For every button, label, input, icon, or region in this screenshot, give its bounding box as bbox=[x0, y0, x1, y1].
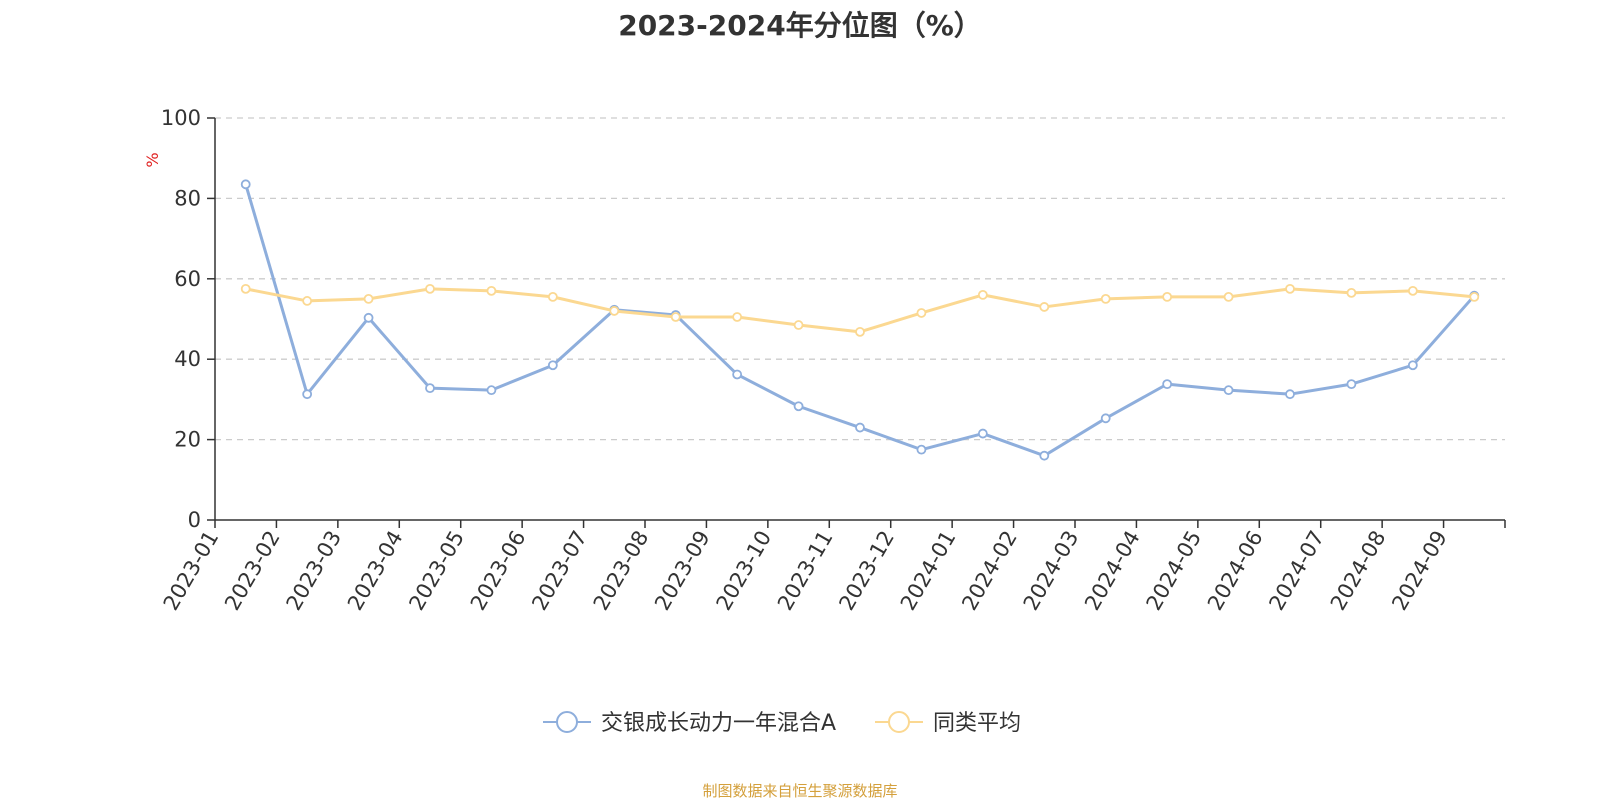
x-tick-label: 2024-04 bbox=[1080, 527, 1145, 615]
y-tick-label: 60 bbox=[174, 267, 201, 291]
x-tick-label: 2023-10 bbox=[712, 527, 777, 615]
data-point[interactable] bbox=[1285, 283, 1295, 294]
data-point[interactable] bbox=[363, 312, 374, 323]
y-tick-label: 20 bbox=[174, 428, 201, 452]
x-tick-label: 2023-08 bbox=[589, 527, 654, 615]
data-point[interactable] bbox=[486, 385, 497, 396]
data-point[interactable] bbox=[1285, 389, 1295, 400]
legend-marker bbox=[556, 711, 578, 733]
data-point[interactable] bbox=[1162, 291, 1173, 302]
data-point[interactable] bbox=[670, 312, 681, 322]
x-tick-label: 2023-02 bbox=[220, 527, 285, 615]
x-tick-label: 2024-06 bbox=[1203, 527, 1268, 615]
y-tick-labels: 0 20 40 60 80 100 bbox=[161, 106, 201, 532]
axes bbox=[207, 117, 1506, 528]
x-tick-label: 2024-02 bbox=[957, 527, 1022, 615]
x-tick-label: 2023-09 bbox=[650, 527, 715, 615]
data-point[interactable] bbox=[1039, 302, 1050, 312]
data-point[interactable] bbox=[1407, 360, 1418, 371]
legend-item[interactable]: 交银成长动力一年混合A bbox=[543, 711, 836, 736]
series-0 bbox=[240, 179, 1480, 461]
y-tick-label: 40 bbox=[174, 347, 201, 371]
data-point[interactable] bbox=[1162, 379, 1173, 390]
data-point[interactable] bbox=[425, 283, 435, 294]
legend-label: 交银成长动力一年混合A bbox=[601, 711, 836, 736]
data-point[interactable] bbox=[1100, 293, 1111, 304]
data-point[interactable] bbox=[547, 291, 558, 302]
chart-title: 2023-2024年分位图（%） bbox=[618, 9, 982, 42]
data-point[interactable] bbox=[916, 308, 927, 318]
x-tick-label: 2023-06 bbox=[466, 527, 531, 615]
series-line bbox=[245, 287, 1475, 334]
x-tick-label: 2023-01 bbox=[159, 527, 224, 615]
y-axis-label: % bbox=[143, 152, 162, 167]
data-point[interactable] bbox=[1469, 291, 1480, 302]
data-point[interactable] bbox=[793, 401, 804, 412]
data-point[interactable] bbox=[302, 389, 313, 400]
data-point[interactable] bbox=[240, 179, 251, 190]
data-point[interactable] bbox=[1223, 291, 1234, 302]
y-tick-label: 100 bbox=[161, 106, 201, 130]
data-point[interactable] bbox=[732, 312, 743, 322]
x-tick-label: 2023-05 bbox=[404, 527, 469, 615]
data-point[interactable] bbox=[486, 285, 497, 296]
data-point[interactable] bbox=[1039, 450, 1050, 461]
x-tick-label: 2024-03 bbox=[1019, 527, 1084, 615]
data-point[interactable] bbox=[240, 283, 251, 294]
data-point[interactable] bbox=[1100, 413, 1111, 424]
data-point[interactable] bbox=[855, 422, 865, 433]
data-point[interactable] bbox=[363, 293, 374, 304]
x-tick-label: 2023-12 bbox=[834, 527, 899, 615]
data-point[interactable] bbox=[793, 320, 804, 330]
x-tick-label: 2023-03 bbox=[282, 527, 347, 615]
data-point[interactable] bbox=[1223, 385, 1234, 396]
source-note: 制图数据来自恒生聚源数据库 bbox=[702, 782, 898, 800]
grid-lines bbox=[215, 117, 1505, 441]
data-point[interactable] bbox=[425, 383, 435, 394]
x-tick-label: 2024-07 bbox=[1264, 527, 1329, 615]
x-tick-label: 2024-08 bbox=[1326, 527, 1391, 615]
y-tick-label: 80 bbox=[174, 186, 201, 210]
legend-label: 同类平均 bbox=[933, 711, 1021, 736]
data-point[interactable] bbox=[609, 306, 620, 316]
x-tick-label: 2023-04 bbox=[343, 527, 408, 615]
data-point[interactable] bbox=[977, 289, 988, 300]
x-tick-label: 2024-09 bbox=[1387, 527, 1452, 615]
data-point[interactable] bbox=[1346, 287, 1357, 298]
data-point[interactable] bbox=[1407, 285, 1418, 296]
data-point[interactable] bbox=[855, 326, 865, 337]
y-tick-label: 0 bbox=[188, 508, 201, 532]
data-point[interactable] bbox=[547, 360, 558, 371]
x-tick-label: 2024-05 bbox=[1142, 527, 1207, 615]
x-tick-label: 2023-07 bbox=[527, 527, 592, 615]
data-point[interactable] bbox=[302, 296, 313, 306]
series-line bbox=[244, 183, 1476, 458]
data-point[interactable] bbox=[732, 369, 743, 380]
series-layer bbox=[240, 179, 1480, 461]
legend-marker bbox=[888, 711, 910, 733]
x-tick-label: 2023-11 bbox=[773, 527, 838, 615]
data-point[interactable] bbox=[916, 444, 927, 455]
legend[interactable]: 交银成长动力一年混合A 同类平均 bbox=[543, 711, 1021, 736]
x-tick-labels: 2023-012023-022023-032023-042023-052023-… bbox=[159, 526, 1452, 614]
data-point[interactable] bbox=[977, 428, 988, 439]
series-1 bbox=[240, 283, 1480, 337]
data-point[interactable] bbox=[1346, 379, 1357, 390]
x-tick-label: 2024-01 bbox=[896, 526, 961, 614]
legend-item[interactable]: 同类平均 bbox=[875, 711, 1021, 736]
